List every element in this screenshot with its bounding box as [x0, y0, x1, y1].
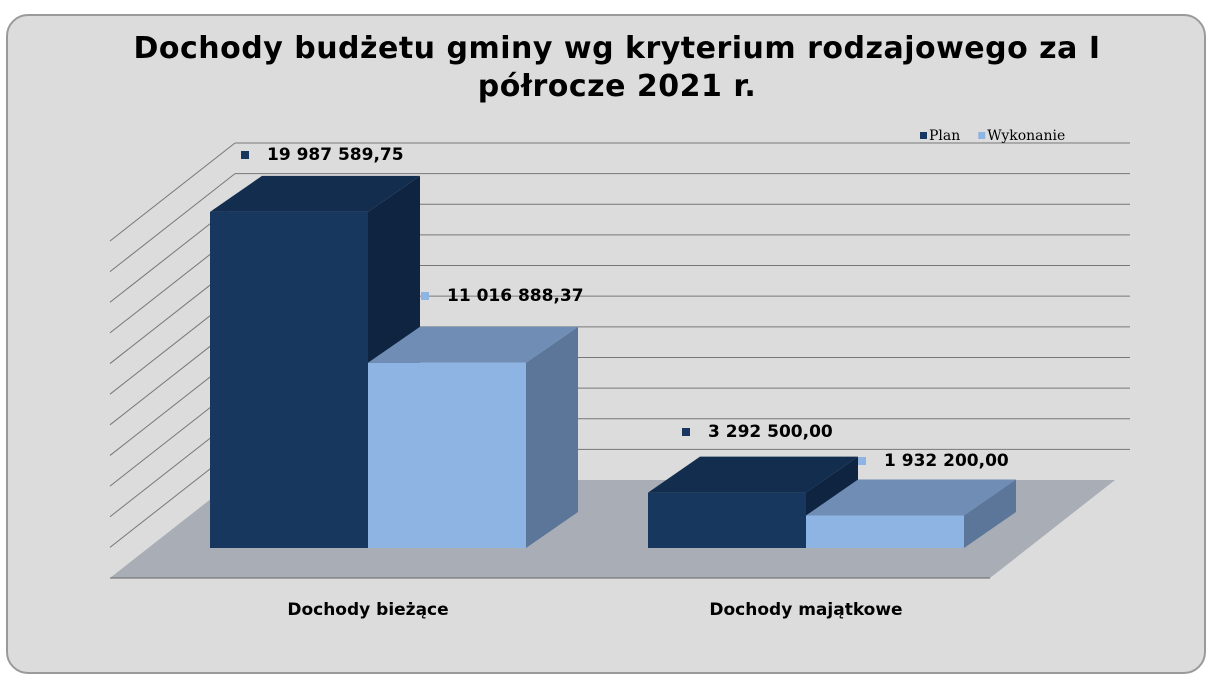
value-label-marker: [421, 292, 429, 300]
bar-side: [526, 326, 578, 548]
value-label: 3 292 500,00: [708, 422, 833, 442]
value-label: 19 987 589,75: [267, 145, 404, 165]
bar-side: [964, 479, 1016, 548]
chart-title: Dochody budżetu gminy wg kryterium rodza…: [133, 31, 1101, 104]
bar-top: [210, 175, 420, 212]
side-grid-line: [109, 142, 236, 242]
x-tick-label: Dochody majątkowe: [709, 600, 902, 620]
bar-top: [368, 326, 578, 363]
legend-label: Wykonanie: [987, 128, 1065, 144]
bar: [210, 211, 368, 548]
legend-label: Plan: [929, 128, 960, 144]
bar: [648, 492, 806, 548]
legend-swatch: [978, 132, 986, 139]
legend-swatch: [920, 132, 927, 139]
bar: [806, 515, 964, 548]
value-label-marker: [241, 151, 249, 159]
bar-top: [648, 456, 858, 493]
value-label: 11 016 888,37: [447, 286, 584, 306]
value-label-marker: [858, 457, 866, 465]
value-label: 1 932 200,00: [884, 451, 1009, 471]
side-grid-line: [109, 173, 236, 273]
bar: [368, 362, 526, 548]
bar-top: [806, 479, 1016, 516]
x-tick-label: Dochody bieżące: [287, 600, 448, 620]
value-label-marker: [682, 428, 690, 436]
